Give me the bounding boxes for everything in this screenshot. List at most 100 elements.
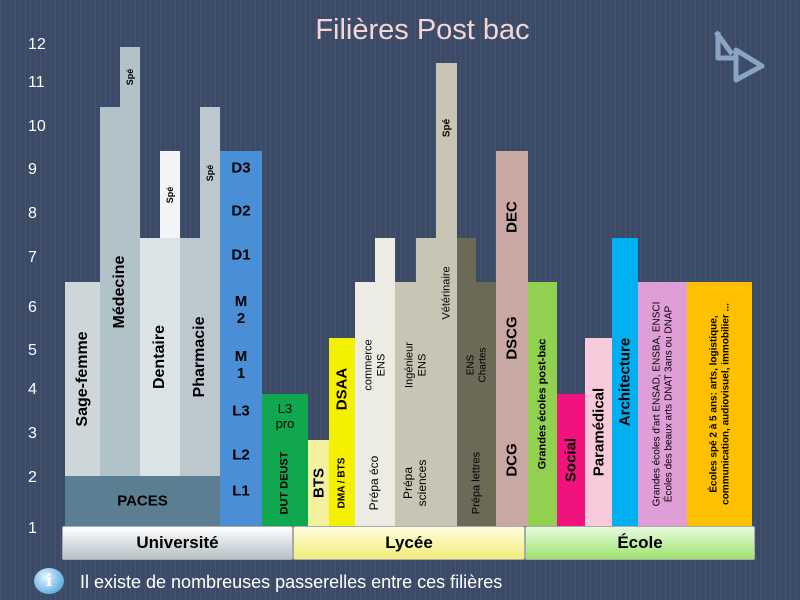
dut-deust-text: DUT DEUST bbox=[278, 451, 291, 515]
prepa-lettres-top bbox=[457, 238, 476, 282]
dentaire-spe-text: Spé bbox=[164, 186, 175, 203]
veterinaire-spe: Spé bbox=[436, 63, 457, 193]
info-icon: i bbox=[34, 568, 64, 594]
sage-femme-text: Sage-femme bbox=[73, 331, 91, 427]
prepa-eco bbox=[355, 282, 395, 526]
paces: PACES bbox=[65, 476, 220, 526]
lycee-bar: Lycée bbox=[293, 526, 525, 560]
medecine-upper bbox=[120, 47, 140, 476]
paces-text: PACES bbox=[117, 492, 168, 510]
level-label: 5 bbox=[28, 342, 37, 359]
pharmacie-spe-text: Spé bbox=[204, 164, 215, 181]
d3: D3 bbox=[220, 153, 262, 183]
dec-dscg-dcg bbox=[496, 151, 528, 526]
l2: L2 bbox=[220, 440, 262, 470]
level-label: 10 bbox=[28, 118, 46, 135]
prepa-lettres-label-text: Prépa lettres bbox=[470, 451, 483, 515]
bts: BTS bbox=[308, 440, 329, 526]
dec-text: DEC bbox=[503, 200, 521, 233]
ecole-bar: École bbox=[525, 526, 755, 560]
page-title: Filières Post bac bbox=[315, 14, 530, 46]
grandes-ecoles-art-text: Grandes écoles d'art ENSAD, ENSBA, ENSCI… bbox=[651, 301, 674, 507]
architecture: Architecture bbox=[612, 238, 638, 526]
l1-text: L1 bbox=[232, 482, 250, 500]
level-label: 3 bbox=[28, 425, 37, 442]
pharmacie-label: Pharmacie bbox=[180, 238, 220, 476]
next-arrow-icon[interactable] bbox=[712, 28, 768, 90]
ingenieur-ens: Ingénieur ENS bbox=[395, 290, 436, 440]
dentaire-spe: Spé bbox=[160, 151, 180, 238]
ecoles-spe: Écoles spé 2 à 5 ans: arts, logistique, … bbox=[687, 282, 752, 526]
medecine-label: Médecine bbox=[100, 107, 140, 476]
dsaa-text: DSAA bbox=[333, 367, 351, 411]
m1-text: M 1 bbox=[234, 347, 248, 382]
commerce-ens-text: commerce ENS bbox=[362, 339, 387, 391]
paramedical-text: Paramédical bbox=[589, 387, 607, 477]
univ-l-d bbox=[220, 151, 262, 526]
prepa-sciences-top bbox=[416, 238, 436, 282]
l3-text: L3 bbox=[232, 402, 250, 420]
prepa-eco-label-text: Prépa éco bbox=[367, 455, 382, 511]
sage-femme: Sage-femme bbox=[65, 282, 100, 476]
pharmacie-label-text: Pharmacie bbox=[190, 316, 208, 398]
d3-text: D3 bbox=[231, 159, 251, 177]
ens-chartes: ENS Chartes bbox=[457, 290, 496, 440]
dcg: DCG bbox=[496, 394, 528, 526]
prepa-sciences bbox=[395, 282, 457, 526]
dscg-text: DSCG bbox=[503, 316, 521, 360]
d1-text: D1 bbox=[231, 246, 251, 264]
universite-bar: Université bbox=[62, 526, 293, 560]
ingenieur-ens-text: Ingénieur ENS bbox=[402, 342, 428, 388]
d1: D1 bbox=[220, 240, 262, 270]
level-label: 9 bbox=[28, 161, 37, 178]
commerce-ens: commerce ENS bbox=[355, 290, 395, 440]
l1: L1 bbox=[220, 476, 262, 506]
architecture-text: Architecture bbox=[616, 337, 634, 427]
veterinaire-label-text: Vétérinaire bbox=[440, 266, 453, 320]
dma-bts-text: DMA / BTS bbox=[336, 457, 348, 509]
prepa-sciences-label-text: Prépa sciences bbox=[400, 459, 429, 507]
footer-note: Il existe de nombreuses passerelles entr… bbox=[80, 572, 503, 592]
social: Social bbox=[557, 394, 585, 526]
level-label: 8 bbox=[28, 205, 37, 222]
level-label: 11 bbox=[28, 74, 45, 91]
dsaa: DSAA bbox=[329, 338, 355, 440]
grandes-ecoles: Grandes écoles post-bac bbox=[528, 282, 557, 526]
dma-bts: DMA / BTS bbox=[329, 440, 355, 526]
prepa-lettres bbox=[457, 282, 496, 526]
veterinaire-label: Vétérinaire bbox=[436, 193, 457, 393]
dentaire-label: Dentaire bbox=[140, 238, 180, 476]
l3: L3 bbox=[220, 396, 262, 426]
dec: DEC bbox=[496, 151, 528, 282]
paramedical: Paramédical bbox=[585, 338, 612, 526]
pharmacie bbox=[180, 238, 220, 476]
l2-text: L2 bbox=[232, 446, 250, 464]
dentaire bbox=[140, 238, 180, 476]
dut-deust: DUT DEUST bbox=[262, 440, 308, 526]
prepa-lettres-label: Prépa lettres bbox=[457, 440, 496, 526]
dscg: DSCG bbox=[496, 282, 528, 394]
medecine-label-text: Médecine bbox=[110, 255, 128, 328]
pharmacie-spe: Spé bbox=[200, 107, 220, 238]
medecine-spe: Spé bbox=[120, 47, 140, 107]
d2-text: D2 bbox=[231, 202, 251, 220]
prepa-eco-label: Prépa éco bbox=[355, 440, 395, 526]
level-label: 12 bbox=[28, 36, 46, 53]
level-label: 7 bbox=[28, 249, 37, 266]
bts-text: BTS bbox=[309, 468, 327, 498]
grandes-ecoles-text: Grandes écoles post-bac bbox=[536, 338, 549, 470]
l3-pro: L3 pro bbox=[262, 394, 308, 440]
l3-pro-text: L3 pro bbox=[275, 401, 295, 431]
veterinaire-spe-text: Spé bbox=[440, 118, 452, 138]
dcg-text: DCG bbox=[503, 443, 521, 477]
level-label: 4 bbox=[28, 381, 37, 398]
medecine bbox=[100, 107, 120, 476]
grandes-ecoles-art: Grandes écoles d'art ENSAD, ENSBA, ENSCI… bbox=[638, 282, 687, 526]
level-label: 6 bbox=[28, 299, 37, 316]
ens-chartes-text: ENS Chartes bbox=[465, 347, 488, 383]
level-label: 2 bbox=[28, 469, 37, 486]
m2-text: M 2 bbox=[234, 292, 248, 327]
ecoles-spe-text: Écoles spé 2 à 5 ans: arts, logistique, … bbox=[708, 303, 731, 505]
prepa-eco-top bbox=[375, 238, 395, 282]
m1: M 1 bbox=[220, 343, 262, 387]
